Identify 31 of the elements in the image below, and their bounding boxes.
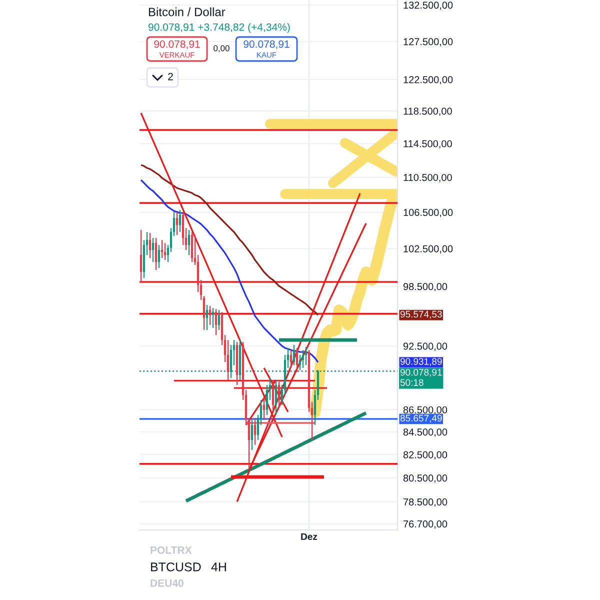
annotation: 90.078,91: [244, 40, 290, 50]
y-tick-label: 102.500,00: [404, 245, 453, 254]
y-tick-label: 118.500,00: [404, 108, 452, 116]
y-tick-label: 132.500,00: [404, 2, 453, 10]
annotation: 90.078,91: [154, 40, 200, 50]
text: 95.574,53: [400, 310, 442, 319]
y-tick-label: 92.500,00: [403, 342, 448, 351]
text: 4H: [211, 562, 226, 572]
ref-line-label: 85.657,49: [400, 414, 442, 423]
y-tick-label: 86.500,00: [403, 406, 448, 415]
annotation: 2: [168, 72, 173, 80]
y-tick-label: 114.500,00: [404, 140, 452, 148]
y-tick-label: 106.500,00: [404, 208, 453, 218]
y-tick-label: 78.500,00: [404, 498, 448, 507]
chart-title: Bitcoin / Dollar: [148, 7, 226, 16]
y-tick-label: 84.500,00: [403, 428, 448, 437]
y-tick-label: 76.700,00: [404, 520, 448, 529]
y-tick-label: 127.500,00: [404, 38, 453, 46]
y-tick-label: 110.500,00: [404, 174, 452, 182]
ref-line-label: 90.078,91 50:18: [400, 368, 442, 386]
y-tick-label: 98.500,00: [403, 283, 448, 292]
x-tick-label: Dez: [301, 533, 318, 540]
text: BTCUSD: [151, 562, 201, 572]
text: POLTRX: [150, 546, 192, 554]
text: DEU40: [150, 579, 184, 587]
y-tick-label: 122.500,00: [404, 76, 453, 84]
annotation: 0,00: [214, 45, 230, 52]
text: 90.931,89: [400, 358, 442, 366]
y-tick-label: 80.500,00: [403, 474, 448, 483]
y-tick-label: 82.500,00: [403, 451, 448, 460]
text: 90.078,91 +3.748,82 (+4,34%): [148, 23, 290, 33]
